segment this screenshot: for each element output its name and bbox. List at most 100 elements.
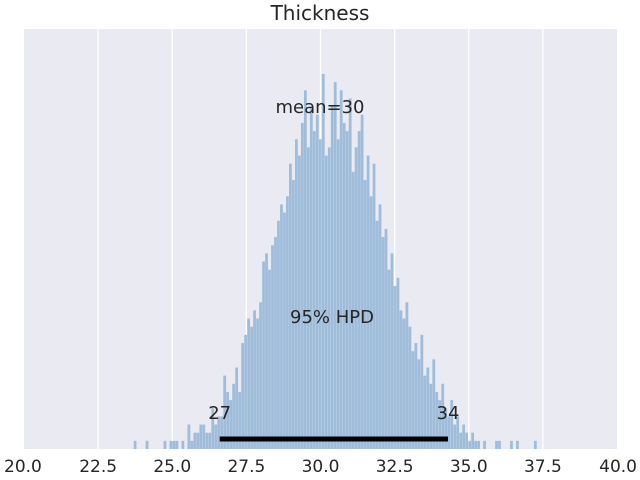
histogram-bar [250, 326, 253, 449]
histogram-bar [405, 302, 409, 449]
histogram-bar [271, 245, 274, 449]
histogram-bar [196, 432, 200, 449]
histogram-bar [286, 196, 289, 449]
histogram-bar [190, 440, 194, 449]
histogram-bar [435, 391, 439, 449]
histogram-bar [241, 343, 245, 449]
histogram-bar [295, 139, 298, 449]
x-tick-label: 25.0 [153, 457, 191, 477]
x-tick-label: 40.0 [599, 457, 637, 477]
histogram-bar [477, 440, 480, 449]
grid-lines [97, 29, 544, 449]
histogram-bar [426, 367, 430, 449]
histogram-bar [259, 302, 262, 449]
histogram-bar [432, 359, 436, 449]
x-tick-label: 20.0 [4, 457, 42, 477]
histogram-bar [280, 204, 283, 449]
histogram-bar [483, 440, 486, 449]
histogram-bar [312, 131, 316, 449]
histogram-bar [471, 432, 475, 449]
histogram-bar [202, 424, 206, 449]
histogram-bar [318, 139, 322, 449]
histogram-bar [265, 253, 268, 449]
histogram-bar [235, 367, 239, 449]
histogram-bar [205, 432, 209, 449]
x-tick-label: 30.0 [302, 457, 340, 477]
histogram-bar [459, 432, 463, 449]
histogram-bar [402, 318, 406, 449]
histogram-bar [342, 122, 346, 450]
histogram-bar [253, 310, 256, 449]
x-tick-label: 27.5 [227, 457, 265, 477]
histogram-bar [262, 261, 265, 449]
x-tick-label: 35.0 [450, 457, 488, 477]
histogram-bar [145, 440, 149, 449]
histogram-bar [372, 163, 376, 449]
histogram-bar [309, 106, 313, 449]
histogram-bar [214, 424, 218, 449]
histogram-bar [429, 383, 433, 449]
histogram-bar [444, 408, 448, 449]
x-tick-label: 37.5 [524, 457, 562, 477]
histogram-bar [516, 440, 519, 449]
histogram-bar [360, 114, 364, 450]
histogram-bar [456, 416, 460, 449]
histogram-bar [300, 122, 304, 450]
histogram-bar [175, 440, 179, 449]
histogram-bar [268, 269, 271, 449]
hpd-high-label: 34 [437, 403, 460, 424]
x-axis-tick-labels: 20.0 22.5 25.0 27.5 30.0 32.5 35.0 37.5 40.0 [4, 457, 637, 477]
histogram-bar [495, 440, 498, 449]
histogram-bar [277, 220, 280, 449]
histogram-bar [498, 440, 501, 449]
histogram-bar [283, 212, 286, 449]
histogram-bar [453, 424, 457, 449]
hpd-low-label: 27 [208, 403, 231, 424]
histogram-bar [390, 253, 394, 449]
histogram-bar [232, 383, 236, 449]
histogram-bar [393, 285, 397, 449]
histogram-bar [163, 440, 167, 449]
chart-title: Thickness [270, 1, 370, 25]
histogram-bar [357, 131, 361, 449]
histogram-bar [324, 155, 328, 450]
histogram-bar [369, 196, 373, 449]
histogram-bar [384, 228, 388, 449]
histogram-bar [303, 90, 307, 449]
histogram-bar [345, 131, 349, 449]
histogram-bar [181, 440, 185, 449]
histogram-bar [339, 90, 343, 449]
histogram-bar [533, 440, 537, 449]
x-tick-label: 22.5 [79, 457, 117, 477]
histogram-bar [399, 310, 403, 449]
histogram-bar [321, 74, 325, 449]
histogram-bar [447, 416, 451, 449]
histogram-bars [133, 74, 537, 450]
histogram-bar [217, 416, 221, 449]
histogram-bar [348, 98, 352, 450]
histogram-bar [363, 179, 367, 449]
histogram-bar [441, 383, 445, 449]
x-tick-label: 32.5 [376, 457, 414, 477]
histogram-bar [223, 375, 227, 449]
histogram-bar [274, 237, 277, 449]
histogram-bar [381, 237, 385, 449]
histogram-bar [378, 204, 382, 449]
histogram-bar [238, 391, 242, 449]
histogram-bar [172, 440, 176, 449]
histogram-bar [417, 359, 421, 449]
histogram-bar [420, 334, 424, 449]
histogram-bar [375, 220, 379, 449]
mean-annotation: mean=30 [275, 97, 364, 118]
histogram-bar [133, 440, 137, 449]
histogram-bar [474, 440, 478, 449]
histogram-bar [244, 334, 248, 449]
histogram-bar [414, 343, 418, 449]
histogram-bar [208, 432, 212, 449]
histogram-bar [292, 179, 295, 449]
histogram-bar [351, 171, 355, 449]
histogram-bar [468, 440, 472, 449]
hpd-annotation: 95% HPD [290, 307, 374, 328]
histogram-bar [297, 155, 301, 450]
